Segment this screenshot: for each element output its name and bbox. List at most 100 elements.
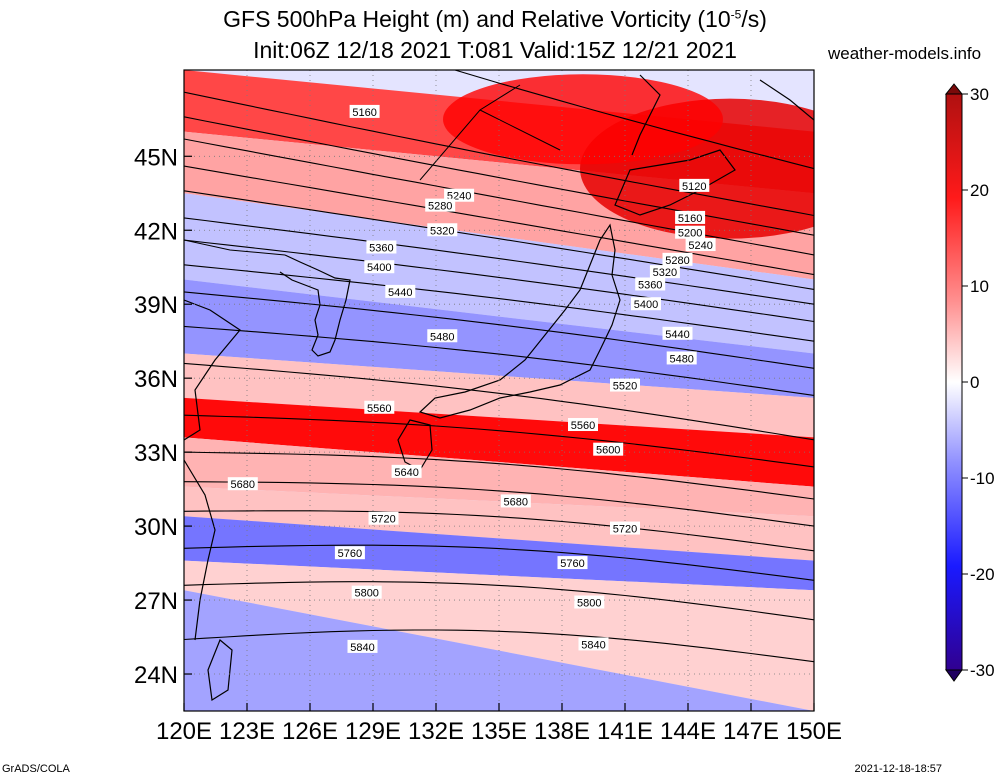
lat-tick-label: 39N bbox=[134, 292, 178, 319]
lat-tick-label: 33N bbox=[134, 440, 178, 467]
contour-label-text: 5840 bbox=[581, 639, 605, 651]
contour-label: 5200 bbox=[675, 225, 706, 240]
contour-line-5720 bbox=[184, 510, 814, 552]
contour-label-bg bbox=[593, 442, 624, 456]
contour-label-bg bbox=[557, 556, 588, 570]
contour-label-text: 5280 bbox=[428, 201, 452, 213]
lon-tick-label: 144E bbox=[660, 718, 716, 745]
chart-title: GFS 500hPa Height (m) and Relative Vorti… bbox=[223, 6, 767, 32]
chart-subtitle: Init:06Z 12/18 2021 T:081 Valid:15Z 12/2… bbox=[253, 37, 737, 63]
contour-label-text: 5160 bbox=[678, 213, 702, 225]
lon-tick-label: 123E bbox=[219, 718, 275, 745]
contour-label-text: 5200 bbox=[678, 228, 702, 240]
contour-label: 5440 bbox=[662, 326, 693, 341]
lat-tick-label: 30N bbox=[134, 514, 178, 541]
colorbar-tick-label: -20 bbox=[970, 565, 995, 584]
contour-label: 5240 bbox=[685, 238, 716, 252]
contour-label-text: 5400 bbox=[634, 299, 658, 311]
vorticity-field bbox=[184, 70, 814, 711]
contour-label-text: 5400 bbox=[367, 262, 391, 274]
contour-label-bg bbox=[500, 494, 531, 508]
coastline-korea bbox=[279, 254, 351, 357]
vorticity-band bbox=[184, 516, 814, 591]
contour-label-bg bbox=[227, 477, 258, 491]
contour-line-5560 bbox=[184, 362, 814, 441]
contour-label-text: 5760 bbox=[338, 548, 362, 560]
contour-label-bg bbox=[425, 198, 456, 212]
contour-label-bg bbox=[444, 188, 475, 202]
vorticity-max-core bbox=[443, 74, 723, 165]
contour-labels: 5160524052805320536054005440548055605640… bbox=[227, 104, 716, 654]
vorticity-band bbox=[184, 437, 814, 517]
contour-label: 5480 bbox=[666, 351, 697, 365]
vorticity-band bbox=[184, 397, 814, 487]
vorticity-band bbox=[184, 193, 814, 354]
lat-tick-label: 42N bbox=[134, 218, 178, 245]
lon-tick-label: 132E bbox=[408, 718, 464, 745]
colorbar-scale bbox=[945, 93, 963, 671]
contour-label-bg bbox=[610, 378, 640, 392]
contour-label: 5320 bbox=[649, 265, 680, 279]
contour-line-5840 bbox=[184, 629, 814, 663]
contour-label-text: 5520 bbox=[613, 381, 637, 393]
contour-label-bg bbox=[635, 277, 666, 291]
contour-line-5680 bbox=[184, 481, 814, 527]
colorbar-tick-label: 20 bbox=[970, 181, 989, 200]
lon-tick-label: 129E bbox=[345, 718, 401, 745]
contour-label: 5440 bbox=[385, 284, 416, 299]
contour-label-text: 5560 bbox=[571, 420, 595, 432]
contour-label-bg bbox=[574, 595, 605, 609]
contour-label: 5400 bbox=[631, 297, 661, 311]
contour-line-5200 bbox=[184, 116, 814, 236]
lon-tick-label: 138E bbox=[534, 718, 590, 745]
contour-label: 5120 bbox=[679, 178, 710, 193]
footer-software: GrADS/COLA bbox=[2, 763, 70, 775]
contour-line-5600 bbox=[184, 414, 814, 468]
contour-label-text: 5720 bbox=[371, 514, 395, 526]
contour-label: 5560 bbox=[568, 418, 598, 432]
contour-label-text: 5160 bbox=[352, 107, 376, 119]
colorbar-tick-label: -10 bbox=[970, 469, 995, 488]
contour-label-bg bbox=[666, 351, 697, 365]
colorbar-tick-label: 10 bbox=[970, 277, 989, 296]
vorticity-band bbox=[184, 590, 814, 711]
contour-label-bg bbox=[366, 240, 397, 254]
contour-label-bg bbox=[685, 238, 716, 252]
contour-line-5400 bbox=[184, 239, 814, 323]
contour-label: 5800 bbox=[574, 595, 605, 610]
lon-tick-label: 150E bbox=[786, 718, 842, 745]
contour-label-bg bbox=[351, 585, 382, 599]
contour-label-bg bbox=[427, 329, 458, 343]
contour-line-5320 bbox=[184, 190, 814, 290]
contour-label-bg bbox=[334, 546, 365, 560]
coastlines bbox=[184, 74, 814, 702]
contour-label: 5760 bbox=[334, 546, 365, 560]
contour-label-text: 5600 bbox=[596, 445, 620, 457]
contour-label-bg bbox=[368, 511, 399, 525]
contour-label-bg bbox=[649, 265, 680, 279]
contour-label: 5560 bbox=[364, 400, 395, 415]
contour-label: 5720 bbox=[610, 521, 640, 536]
contour-label-bg bbox=[675, 225, 706, 239]
lat-tick-label: 27N bbox=[134, 588, 178, 615]
contour-line-5120 bbox=[453, 70, 814, 170]
contour-label: 5680 bbox=[500, 494, 531, 508]
contour-label: 5520 bbox=[610, 378, 640, 393]
contour-label: 5280 bbox=[425, 198, 456, 213]
contour-line-5160 bbox=[184, 91, 814, 217]
contour-line-5760 bbox=[184, 544, 814, 581]
lat-tick-label: 36N bbox=[134, 366, 178, 393]
contour-label: 5240 bbox=[444, 188, 475, 203]
contour-label-bg bbox=[662, 252, 693, 266]
lon-tick-label: 126E bbox=[282, 718, 338, 745]
contour-label-text: 5760 bbox=[560, 558, 584, 570]
title-exponent: -5 bbox=[730, 7, 742, 22]
brand-label: weather-models.info bbox=[828, 44, 982, 63]
contour-label-text: 5440 bbox=[388, 287, 412, 299]
contour-label: 5480 bbox=[427, 329, 458, 343]
contour-label-text: 5840 bbox=[350, 642, 374, 654]
contour-label-bg bbox=[631, 297, 661, 311]
contour-label-text: 5360 bbox=[369, 243, 393, 255]
contour-line-5640 bbox=[184, 451, 814, 500]
